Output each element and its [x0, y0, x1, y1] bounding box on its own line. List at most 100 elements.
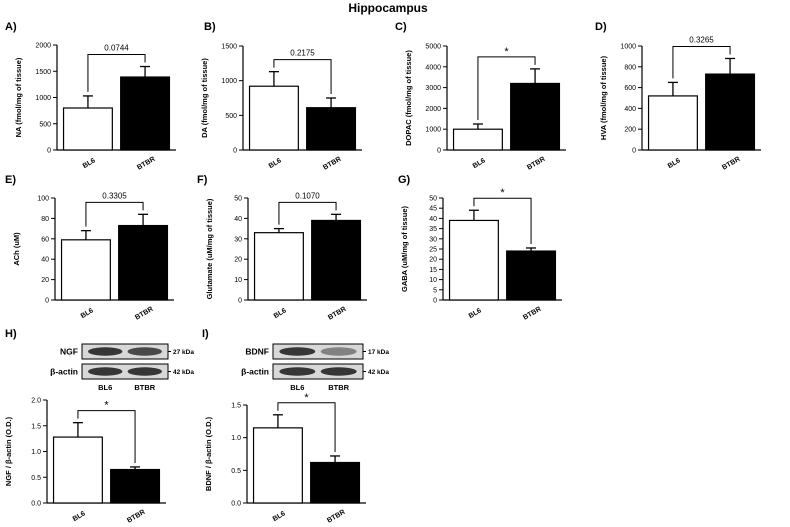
blot-kda-label: 17 kDa: [368, 349, 389, 356]
y-tick-label: 20: [41, 277, 49, 284]
bar-bl6: [62, 107, 113, 151]
panel-label: B): [204, 21, 216, 33]
blot-kda-label: 42 kDa: [173, 369, 194, 376]
western-blot: BDNF 17 kDa β-actin 42 kDa BL6 BTBR: [241, 343, 389, 392]
y-tick-label: 50: [234, 196, 242, 203]
bar-bl6: [252, 427, 303, 504]
blot-lane-label: BTBR: [328, 383, 349, 392]
y-tick-label: 1.0: [231, 435, 241, 442]
blot-band: [279, 367, 316, 376]
y-tick-label: 2000: [35, 43, 51, 50]
blot-lane-label: BTBR: [134, 383, 155, 392]
bar-bl6: [452, 128, 503, 151]
y-tick-label: 2.0: [31, 398, 41, 405]
bar-bl6: [52, 436, 103, 504]
y-tick-label: 100: [37, 196, 49, 203]
y-tick-label: 10: [234, 277, 242, 284]
panel-4: D) 0 200 400 600 800 1000 HVA (fmol/mg of tissu…: [595, 21, 761, 172]
y-tick-label: 1500: [221, 44, 237, 51]
panel-label: D): [595, 21, 607, 33]
panel-3: C) 0 1000 2000 3000 4000 5000 DOPAC (fmol/mg of…: [395, 21, 566, 172]
y-tick-label: 0.0: [31, 501, 41, 508]
y-tick-label: 1.5: [231, 403, 241, 410]
y-tick-label: 0: [45, 298, 49, 305]
blot-band: [320, 347, 357, 356]
panel-7: G) 0 5 10 15 20 25 30 35 40 45 50 GABA (uM/mg of tis…: [398, 174, 562, 322]
blot-lane-label: BL6: [98, 383, 112, 392]
y-tick-label: 500: [225, 113, 237, 120]
y-tick-label: 4000: [425, 64, 441, 71]
y-tick-label: 30: [234, 236, 242, 243]
bar-btbr: [705, 73, 756, 151]
y-tick-label: 3000: [425, 85, 441, 92]
y-tick-label: 0.5: [31, 475, 41, 482]
y-axis-label: BDNF / β-actin (O.D.): [204, 416, 213, 491]
y-tick-label: 20: [429, 257, 437, 264]
x-tick-label: BTBR: [126, 509, 146, 525]
y-tick-label: 0: [47, 148, 51, 155]
blot-kda-label: 42 kDa: [368, 369, 389, 376]
y-tick-label: 40: [234, 216, 242, 223]
panel-2: B) 0 500 1000 1500 DA (fmol/mg of tissue) BL6 B…: [200, 21, 362, 172]
x-tick-label: BL6: [667, 157, 682, 170]
significance-label: 0.0744: [104, 44, 129, 53]
panel-1: A) 0 500 1000 1500 2000 NA (fmol/mg of tissue)…: [5, 21, 176, 172]
blot-band: [88, 347, 123, 356]
x-tick-label: BTBR: [136, 156, 156, 172]
y-tick-label: 1000: [35, 95, 51, 102]
x-tick-label: BL6: [468, 307, 483, 320]
blot-row-label: NGF: [60, 347, 78, 357]
panel-label: E): [5, 174, 16, 186]
y-tick-label: 5: [433, 287, 437, 294]
significance-bracket: [85, 201, 144, 227]
panel-label: H): [5, 328, 17, 340]
bar-bl6: [448, 219, 499, 301]
significance-bracket: [87, 54, 146, 92]
blot-row-label: β-actin: [241, 367, 269, 377]
y-axis-label: DOPAC (fmol/mg of tissue): [404, 50, 413, 146]
bar-btbr: [310, 461, 361, 504]
y-tick-label: 0.0: [231, 501, 241, 508]
bar-btbr: [510, 82, 561, 151]
y-axis-label: ACh (uM): [12, 232, 21, 266]
y-tick-label: 20: [234, 257, 242, 264]
bar-btbr: [506, 250, 557, 301]
x-tick-label: BTBR: [322, 156, 342, 172]
panel-8: H) 0.0 0.5 1.0 1.5 2.0 NGF / β-actin (O.D.) BL6…: [4, 328, 194, 525]
y-axis-label: HVA (fmol/mg of tissue): [599, 55, 608, 140]
y-axis-label: Glutamate (uM/mg of tissue): [205, 198, 214, 299]
x-tick-label: BL6: [72, 510, 87, 523]
figure-title: Hippocampus: [348, 1, 428, 15]
bar-btbr: [120, 76, 171, 151]
y-tick-label: 60: [41, 236, 49, 243]
significance-label: *: [104, 400, 109, 412]
significance-label: *: [504, 46, 509, 58]
y-axis-label: GABA (uM/mg of tissue): [400, 206, 409, 292]
panel-label: I): [202, 328, 209, 340]
x-tick-label: BTBR: [327, 306, 347, 322]
y-tick-label: 25: [429, 247, 437, 254]
western-blot: NGF 27 kDa β-actin 42 kDa BL6 BTBR: [50, 343, 194, 392]
significance-label: 0.2175: [290, 49, 315, 58]
y-tick-label: 80: [41, 216, 49, 223]
bar-btbr: [311, 219, 362, 301]
y-tick-label: 50: [429, 196, 437, 203]
bar-bl6: [60, 239, 111, 301]
y-tick-label: 15: [429, 267, 437, 274]
panel-5: E) 0 20 40 60 80 100 ACh (uM) BL6 BTBR 0.3305: [5, 174, 174, 322]
y-tick-label: 35: [429, 226, 437, 233]
y-tick-label: 1500: [35, 69, 51, 76]
bar-bl6: [248, 85, 299, 151]
significance-bracket: [672, 45, 731, 79]
x-tick-label: BTBR: [526, 156, 546, 172]
significance-bracket: [77, 410, 136, 463]
significance-label: *: [500, 187, 505, 199]
y-tick-label: 0: [437, 148, 441, 155]
y-tick-label: 1000: [221, 78, 237, 85]
bar-btbr: [110, 468, 161, 504]
y-tick-label: 10: [429, 277, 437, 284]
y-tick-label: 30: [429, 236, 437, 243]
x-tick-label: BTBR: [522, 306, 542, 322]
